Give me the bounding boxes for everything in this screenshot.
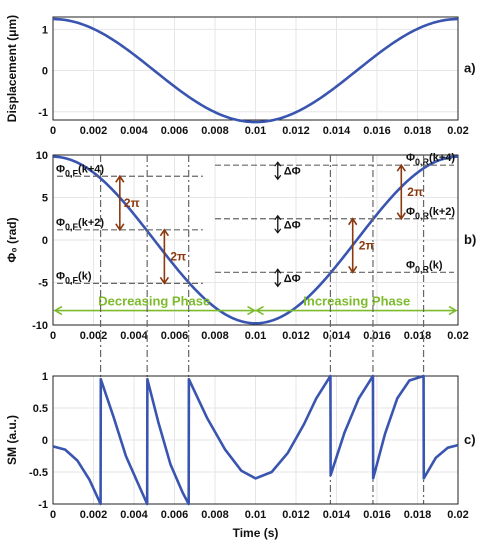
y-axis-label: SM (a.u.) (5, 415, 19, 465)
phase-arrowhead (448, 305, 458, 316)
sm-signal-line (52, 374, 459, 506)
y-axis-label: Φ₀ (rad) (5, 217, 19, 262)
two-pi-arrowhead (348, 217, 358, 226)
plot-frame (52, 16, 459, 121)
x-tick-label: 0.012 (282, 125, 310, 137)
two-pi-label: 2π (170, 250, 186, 264)
y-tick-label: -1 (38, 107, 48, 119)
two-pi-label: 2π (124, 196, 140, 210)
x-tick-label: 0.012 (282, 330, 310, 342)
x-tick-label: 0.012 (282, 509, 310, 521)
decreasing-phase-label: Decreasing Phase (98, 294, 210, 309)
x-tick-label: 0 (50, 330, 56, 342)
level-left-label: Φ0,F(k) (56, 270, 92, 285)
panel-a: 0 0.002 0.004 0.006 0.008 0.01 0.012 0.014 0.016… (5, 15, 476, 137)
y-tick-label: 0 (42, 435, 48, 447)
x-tick-label: 0 (50, 125, 56, 137)
x-tick-label: 0.006 (161, 509, 189, 521)
phase-arrowhead (247, 305, 257, 316)
x-tick-label: 0.02 (447, 330, 468, 342)
x-tick-label: 0.014 (323, 509, 351, 521)
x-tick-label: 0.004 (120, 125, 148, 137)
level-left-label: Φ0,F(k+4) (56, 163, 104, 178)
y-tick-label: -5 (38, 278, 48, 290)
y-tick-label: 1 (42, 371, 48, 383)
x-tick-label: 0.002 (80, 330, 108, 342)
panel-label: c) (464, 432, 476, 447)
x-tick-label: 0.006 (161, 330, 189, 342)
delta-phi-label: ΔΦ (284, 219, 301, 231)
y-axis-label: Displacement (μm) (5, 15, 19, 122)
increasing-phase-label: Increasing Phase (303, 294, 410, 309)
y-tick-label: 0 (42, 66, 48, 78)
phase-arrowhead (53, 305, 63, 316)
level-right-label: Φ0,R(k+2) (406, 206, 455, 221)
displacement-line (52, 17, 459, 124)
panel-label: b) (464, 232, 476, 247)
x-tick-label: 0.002 (80, 125, 108, 137)
x-tick-label: 0.016 (363, 330, 391, 342)
delta-phi-label: ΔΦ (284, 273, 301, 285)
two-pi-arrowhead (159, 228, 170, 237)
x-tick-label: 0.016 (363, 125, 391, 137)
y-tick-label: 1 (42, 24, 48, 36)
level-right-label: Φ0,R(k+4) (406, 152, 455, 167)
two-pi-arrowhead (396, 163, 406, 172)
x-tick-label: 0.01 (245, 330, 266, 342)
x-tick-label: 0.002 (80, 509, 108, 521)
x-tick-label: 0.008 (201, 125, 229, 137)
delta-phi-arrowhead (274, 214, 282, 221)
two-pi-label: 2π (359, 239, 375, 253)
x-tick-label: 0.018 (404, 125, 432, 137)
phase-arrowhead (254, 305, 264, 316)
two-pi-arrowhead (396, 212, 406, 221)
x-tick-label: 0.01 (245, 125, 266, 137)
two-pi-arrowhead (115, 223, 125, 232)
delta-phi-arrowhead (274, 161, 282, 167)
x-tick-label: 0.006 (161, 125, 189, 137)
x-tick-label: 0.02 (447, 125, 468, 137)
x-tick-label: 0.018 (404, 509, 432, 521)
two-pi-arrowhead (159, 276, 170, 285)
two-pi-arrowhead (115, 174, 125, 183)
x-tick-label: 0.018 (404, 330, 432, 342)
panel-c: 0 0.002 0.004 0.006 0.008 0.01 0.012 0.014 0.016… (5, 371, 476, 540)
y-tick-label: -0.5 (29, 467, 48, 479)
panel-label: a) (464, 61, 476, 76)
x-tick-label: 0.01 (245, 509, 266, 521)
two-pi-arrowhead (348, 265, 358, 274)
y-tick-label: -10 (32, 320, 48, 332)
x-tick-label: 0.004 (120, 509, 148, 521)
x-tick-label: 0.014 (323, 330, 351, 342)
delta-phi-arrowhead (274, 228, 282, 234)
level-right-label: Φ0,R(k) (406, 259, 443, 274)
y-tick-label: 10 (36, 150, 48, 162)
delta-phi-arrowhead (274, 281, 282, 288)
x-tick-label: 0.014 (323, 125, 351, 137)
delta-phi-arrowhead (274, 268, 282, 274)
x-tick-label: 0.004 (120, 330, 148, 342)
plot-frame (52, 375, 459, 505)
x-tick-label: 0 (50, 509, 56, 521)
y-tick-label: 0.5 (33, 403, 48, 415)
level-left-label: Φ0,F(k+2) (56, 217, 104, 232)
y-tick-label: 0 (42, 235, 48, 247)
x-tick-label: 0.008 (201, 509, 229, 521)
plot-frame (52, 154, 459, 326)
delta-phi-label: ΔΦ (284, 166, 301, 178)
x-tick-label: 0.016 (363, 509, 391, 521)
x-tick-label: 0.02 (447, 509, 468, 521)
x-axis-label: Time (s) (233, 526, 279, 540)
y-tick-label: 5 (42, 193, 48, 205)
delta-phi-arrowhead (274, 174, 282, 181)
y-tick-label: -1 (38, 499, 48, 511)
x-tick-label: 0.008 (201, 330, 229, 342)
panel-b: 0 0.002 0.004 0.006 0.008 0.01 0.012 0.014 0.016… (5, 150, 476, 504)
two-pi-label: 2π (407, 185, 423, 199)
